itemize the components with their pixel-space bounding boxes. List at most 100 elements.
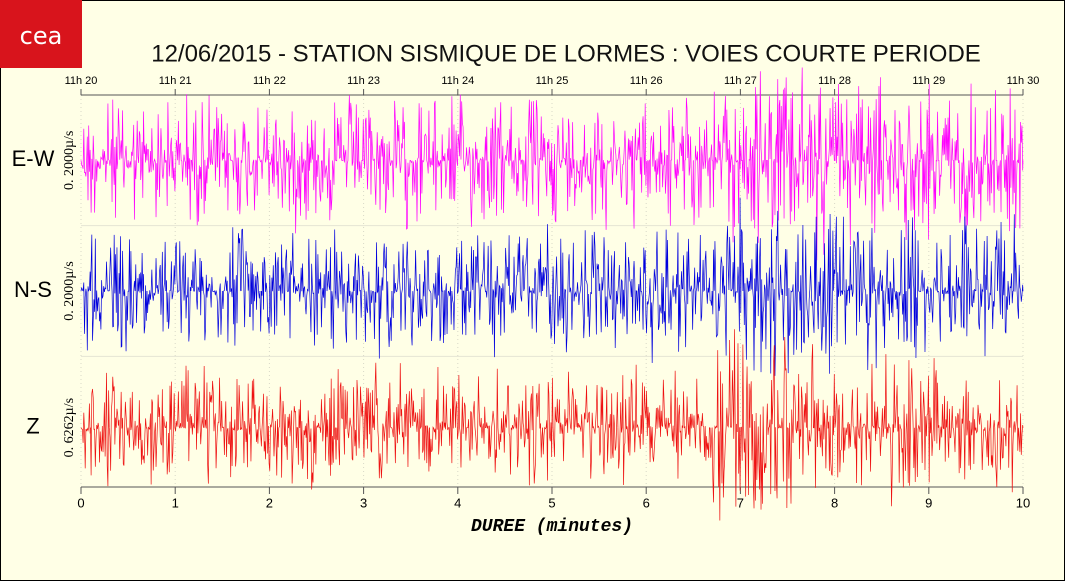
x-tick-label: 4 <box>454 495 461 510</box>
trace-segment <box>975 228 996 357</box>
trace-segment <box>617 128 638 229</box>
trace-segment <box>598 121 619 230</box>
trace-segment <box>975 108 996 222</box>
trace-segment <box>674 370 694 479</box>
trace-segment <box>165 102 185 207</box>
trace-segment <box>203 274 223 341</box>
trace-segment <box>108 99 129 218</box>
trace-segment <box>787 224 807 374</box>
trace-segment <box>165 381 185 475</box>
top-tick-label: 11h 30 <box>1007 75 1040 87</box>
trace-segment <box>881 110 901 212</box>
trace-segment <box>730 107 751 243</box>
trace-segment <box>410 103 430 222</box>
trace-segment <box>466 136 487 227</box>
channel-label: E-W <box>12 146 55 171</box>
trace-segment <box>900 217 920 358</box>
trace-segment <box>485 368 506 473</box>
trace-segment <box>561 242 581 353</box>
trace-segment <box>975 404 996 471</box>
trace-segment <box>410 388 430 472</box>
trace-segment <box>617 364 638 486</box>
trace-segment <box>372 132 393 214</box>
trace-segment <box>165 241 185 333</box>
trace-segment <box>334 251 355 343</box>
top-tick-label: 11h 26 <box>630 75 663 87</box>
trace-segment <box>90 234 110 341</box>
trace-segment <box>824 213 845 374</box>
trace-segment <box>655 379 675 447</box>
trace-segment <box>259 109 280 199</box>
trace-segment <box>448 94 468 201</box>
trace-segment <box>467 376 487 461</box>
trace-segment <box>956 83 977 231</box>
trace-segment <box>108 234 129 352</box>
trace-segment <box>674 97 694 210</box>
trace-segment <box>184 249 204 342</box>
trace-segment <box>561 371 581 462</box>
trace-segment <box>485 240 506 358</box>
x-tick-label: 1 <box>172 495 179 510</box>
top-tick-label: 11h 25 <box>536 75 569 87</box>
scale-label: 0. 2000µ/s <box>62 261 77 320</box>
trace-segment <box>881 354 901 507</box>
top-tick-label: 11h 24 <box>441 75 474 87</box>
trace-segment <box>579 385 600 479</box>
trace-segment <box>561 117 581 212</box>
trace-segment <box>90 103 110 213</box>
trace-segment <box>674 232 694 352</box>
trace-segment <box>749 71 770 243</box>
trace-segment <box>523 99 543 217</box>
trace-segment <box>448 240 468 336</box>
trace-segment <box>504 385 525 475</box>
trace-segment <box>203 365 223 484</box>
trace-segment <box>146 241 167 332</box>
trace-segment <box>862 228 883 370</box>
trace-segment <box>128 239 148 334</box>
trace-segment <box>523 383 543 486</box>
trace-segment <box>692 235 713 322</box>
trace-segment <box>353 380 374 458</box>
scale-label: 0. 6262µ/s <box>62 398 77 457</box>
x-tick-label: 0 <box>77 495 84 510</box>
trace-segment <box>636 382 656 463</box>
logo: cea <box>20 22 63 50</box>
top-tick-label: 11h 21 <box>159 75 192 87</box>
x-tick-label: 6 <box>643 495 650 510</box>
trace-segment <box>240 107 261 211</box>
x-tick-label: 8 <box>831 495 838 510</box>
trace-segment <box>580 112 600 221</box>
trace-segment <box>730 197 751 360</box>
trace-segment <box>900 360 920 488</box>
trace-segment <box>240 228 261 331</box>
trace-segment <box>448 374 468 468</box>
top-tick-label: 11h 28 <box>818 75 851 87</box>
trace-segment <box>1013 214 1024 319</box>
trace-segment <box>221 123 242 215</box>
trace-segment <box>956 380 977 480</box>
trace-segment <box>579 230 600 339</box>
trace-segment <box>937 395 958 462</box>
trace-segment <box>523 238 543 333</box>
trace-segment <box>843 86 864 246</box>
trace-segment <box>617 242 637 335</box>
trace-segment <box>108 376 129 471</box>
trace-segment <box>768 210 788 376</box>
x-tick-label: 3 <box>360 495 367 510</box>
trace-segment <box>655 107 675 226</box>
trace-segment <box>372 242 393 359</box>
channel-label: N-S <box>14 277 52 302</box>
trace-segment <box>504 106 525 202</box>
trace-segment <box>692 378 713 461</box>
scale-label: 0. 2000µ/s <box>62 131 77 190</box>
trace-segment <box>881 249 901 348</box>
trace-segment <box>391 100 411 230</box>
trace-segment <box>297 119 317 220</box>
trace-segment <box>937 235 958 342</box>
trace-segment <box>711 91 732 222</box>
trace-segment <box>768 336 788 508</box>
trace-segment <box>146 114 167 218</box>
trace-segment <box>316 102 336 221</box>
trace-segment <box>919 358 939 483</box>
x-tick-label: 7 <box>737 495 744 510</box>
